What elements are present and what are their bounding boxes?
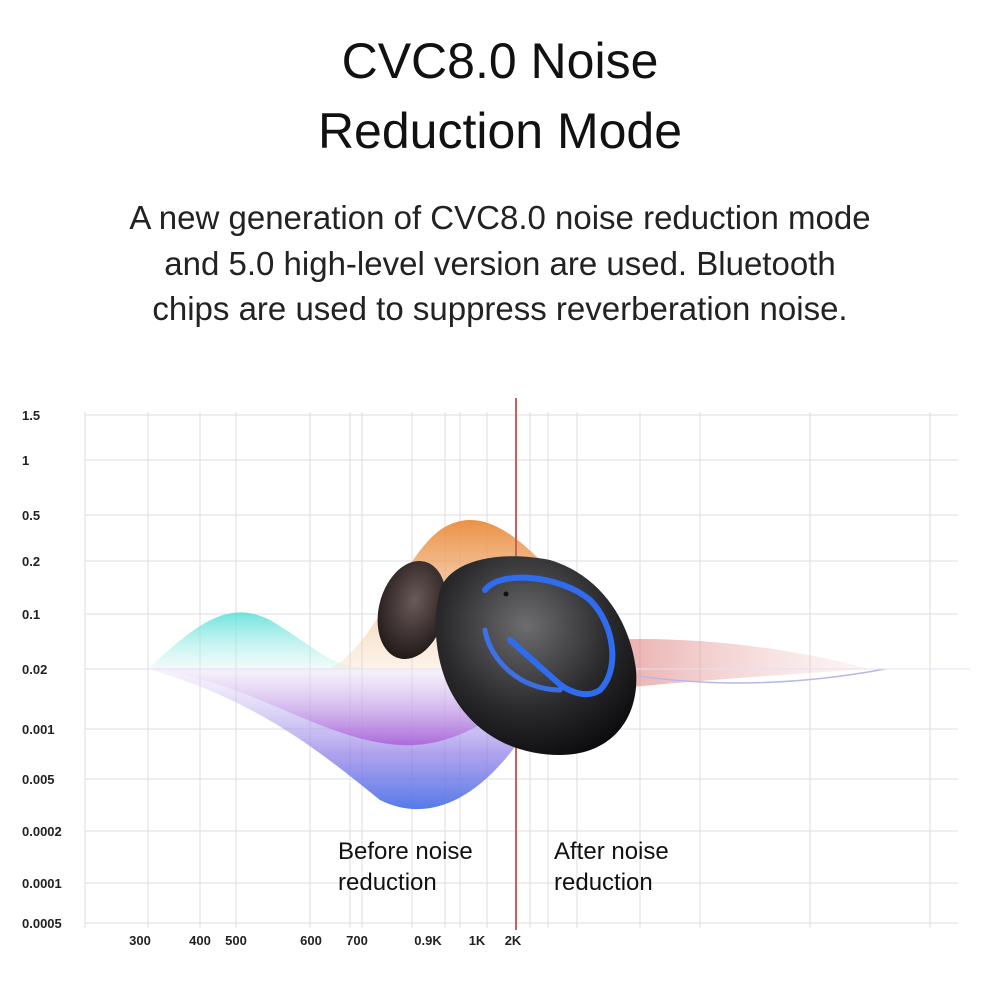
y-label: 0.0005 (22, 916, 62, 931)
x-label: 400 (189, 933, 211, 948)
description-line: chips are used to suppress reverberation… (152, 290, 847, 327)
x-label: 600 (300, 933, 322, 948)
y-label: 0.1 (22, 607, 40, 622)
wave-line (599, 668, 886, 684)
y-label: 0.001 (22, 722, 55, 737)
x-label: 300 (129, 933, 151, 948)
x-label: 0.9K (414, 933, 442, 948)
x-label: 1K (469, 933, 486, 948)
y-label: 1.5 (22, 408, 40, 423)
after-label: After noise (554, 838, 669, 865)
description-line: and 5.0 high-level version are used. Blu… (164, 245, 835, 282)
after-label: reduction (554, 869, 653, 896)
wave (148, 669, 520, 746)
before-label: reduction (338, 869, 437, 896)
title-line: CVC8.0 Noise (342, 33, 659, 89)
wave (600, 639, 870, 690)
y-label: 1 (22, 453, 29, 468)
x-label: 700 (346, 933, 368, 948)
x-label: 500 (225, 933, 247, 948)
description-line: A new generation of CVC8.0 noise reducti… (129, 199, 870, 236)
y-label: 0.005 (22, 772, 55, 787)
wave (148, 612, 380, 669)
x-label: 2K (505, 933, 522, 948)
y-label: 0.02 (22, 662, 47, 677)
earbud (377, 556, 637, 755)
y-label: 0.0002 (22, 824, 62, 839)
annotations: Before noise reduction After noise reduc… (338, 838, 669, 896)
y-label: 0.5 (22, 508, 40, 523)
before-label: Before noise (338, 838, 473, 865)
title-line: Reduction Mode (318, 103, 682, 159)
y-label: 0.2 (22, 554, 40, 569)
y-label: 0.0001 (22, 876, 62, 891)
